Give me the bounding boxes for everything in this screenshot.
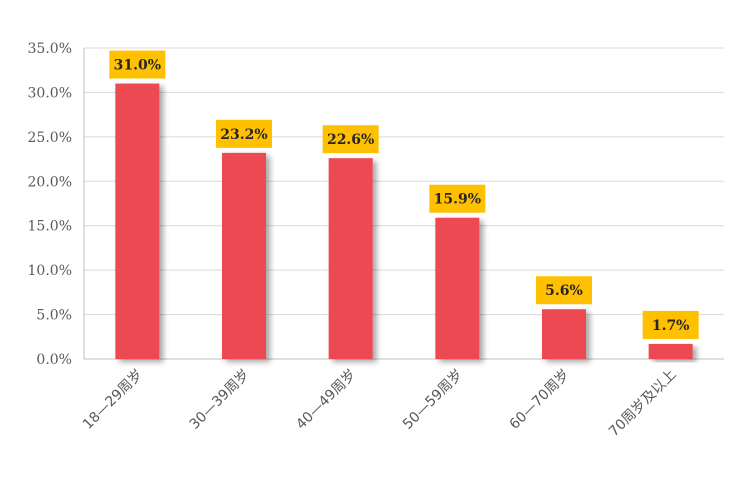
x-tick-label: 70周岁及以上 <box>606 367 679 440</box>
x-axis-ticks: 18—29周岁 30—39周岁 40—49周岁 50—59周岁 60—70周岁 70周岁及… <box>80 367 680 440</box>
bar <box>648 343 693 359</box>
y-tick-label: 25.0% <box>28 130 72 146</box>
data-label-box <box>536 276 592 305</box>
y-tick-label: 35.0% <box>28 41 72 57</box>
y-tick-label: 20.0% <box>28 174 72 190</box>
data-label: 5.6% <box>536 276 592 305</box>
data-label-box <box>642 310 699 339</box>
x-tick-label: 60—70周岁 <box>507 367 573 433</box>
bar <box>542 309 586 359</box>
data-label: 23.2% <box>216 119 272 148</box>
bar <box>222 152 266 359</box>
data-label: 1.7% <box>642 310 699 339</box>
bar <box>328 158 373 359</box>
data-label-text: 22.6% <box>327 132 374 148</box>
y-tick-label: 5.0% <box>36 308 72 324</box>
data-label-text: 31.0% <box>114 58 161 74</box>
data-label-box <box>216 119 272 148</box>
x-tick-label: 40—49周岁 <box>293 367 359 433</box>
bars <box>115 83 693 360</box>
y-axis-ticks: 0.0% 5.0% 10.0% 15.0% 20.0% 25.0% 30.0% 35.0% <box>28 41 72 368</box>
data-label-text: 23.2% <box>220 127 267 143</box>
data-label-text: 5.6% <box>545 283 583 299</box>
gridlines <box>83 47 724 360</box>
bar <box>435 217 480 359</box>
data-label-text: 15.9% <box>434 192 481 208</box>
data-label-text: 1.7% <box>652 318 690 334</box>
data-label-box <box>429 184 486 213</box>
data-labels: 31.0% 23.2% 22.6% 15.9% 5.6% 1.7% <box>109 50 699 339</box>
y-tick-label: 0.0% <box>36 352 72 368</box>
y-tick-label: 15.0% <box>28 219 72 235</box>
y-tick-label: 10.0% <box>28 263 72 279</box>
x-tick-label: 50—59周岁 <box>400 367 466 433</box>
data-label: 22.6% <box>322 125 379 154</box>
data-label: 31.0% <box>109 50 166 79</box>
data-label-box <box>109 50 166 79</box>
x-tick-label: 18—29周岁 <box>80 367 146 433</box>
bar <box>115 83 160 360</box>
x-tick-label: 30—39周岁 <box>187 367 253 433</box>
data-label-box <box>322 125 379 154</box>
data-label: 15.9% <box>429 184 486 213</box>
y-tick-label: 30.0% <box>28 85 72 101</box>
